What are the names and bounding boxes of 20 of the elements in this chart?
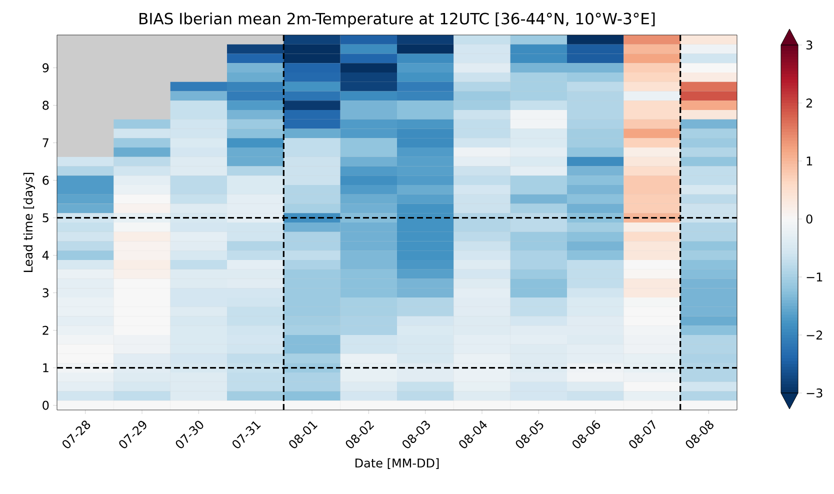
y-tick-label: 0 xyxy=(42,400,49,410)
color-bar-label: −2 xyxy=(806,330,822,340)
x-axis-title: Date [MM-DD] xyxy=(355,458,439,470)
color-bar-label: −1 xyxy=(806,272,822,282)
y-tick-label: 7 xyxy=(42,138,48,148)
y-tick-label: 4 xyxy=(42,250,49,260)
color-bar-label: −3 xyxy=(806,388,822,398)
y-tick-label: 2 xyxy=(42,326,48,335)
y-tick-label: 8 xyxy=(42,100,49,110)
color-bar-label: 2 xyxy=(806,98,812,108)
y-tick-label: 6 xyxy=(42,176,49,185)
y-tick-label: 1 xyxy=(43,363,48,372)
y-tick-label: 5 xyxy=(42,213,48,222)
color-bar-label: 3 xyxy=(806,40,812,50)
y-tick-label: 3 xyxy=(42,288,49,298)
y-axis-title: Lead time [days] xyxy=(23,172,35,272)
y-tick-label: 9 xyxy=(42,63,49,72)
chart-title: BIAS Iberian mean 2m-Temperature at 12UTC [36-44°N, 10°W-3°E] xyxy=(140,12,655,28)
color-bar-label: 1 xyxy=(806,156,812,166)
color-bar-label: 0 xyxy=(806,214,812,224)
